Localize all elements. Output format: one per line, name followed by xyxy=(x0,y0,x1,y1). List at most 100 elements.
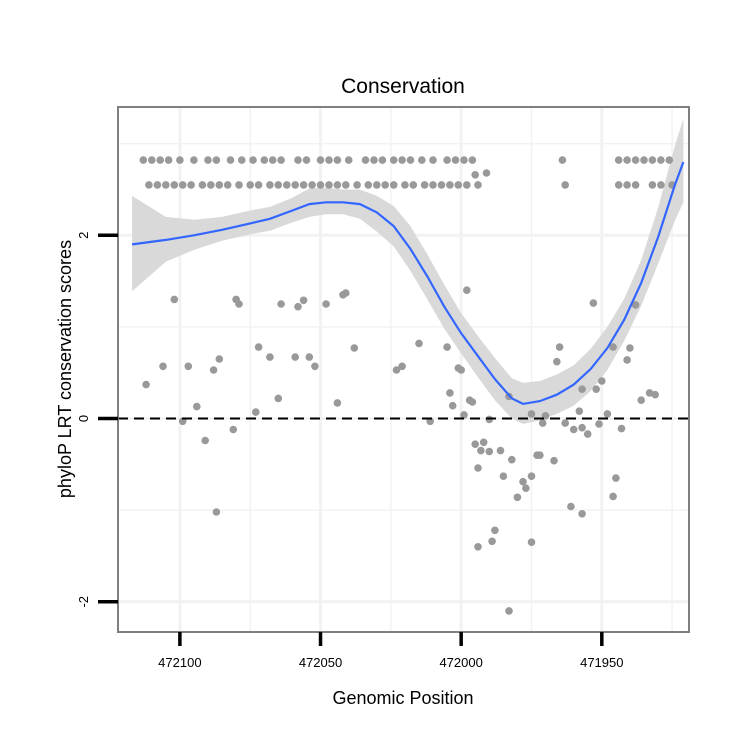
data-point xyxy=(488,537,496,546)
data-point xyxy=(657,156,665,164)
data-point xyxy=(350,344,359,352)
data-point xyxy=(623,156,631,164)
data-point xyxy=(575,407,584,416)
smooth-curve xyxy=(131,161,685,406)
data-point xyxy=(249,156,257,164)
data-point xyxy=(443,156,451,164)
data-point xyxy=(316,181,325,189)
data-point xyxy=(389,156,398,164)
data-point xyxy=(626,344,634,352)
data-point xyxy=(164,156,173,164)
y-axis: -2 0 2 xyxy=(76,232,118,608)
data-point xyxy=(333,181,342,189)
data-point xyxy=(322,300,330,308)
data-point xyxy=(215,181,224,189)
data-point xyxy=(277,300,285,308)
data-point xyxy=(631,301,640,309)
data-point xyxy=(178,181,187,189)
data-point xyxy=(446,181,454,189)
data-point xyxy=(283,181,291,189)
data-point xyxy=(159,362,167,371)
data-point xyxy=(567,502,575,511)
data-point xyxy=(176,156,184,164)
data-point xyxy=(198,181,207,189)
data-point xyxy=(640,156,648,164)
data-point xyxy=(527,410,536,418)
x-tick-label: 472100 xyxy=(158,655,201,670)
data-point xyxy=(252,408,260,416)
data-point xyxy=(308,181,316,189)
data-point xyxy=(460,156,468,164)
data-point xyxy=(589,299,598,307)
data-point xyxy=(612,474,620,482)
data-point xyxy=(342,289,350,297)
data-point xyxy=(229,425,238,434)
data-point xyxy=(235,300,243,308)
data-point xyxy=(238,156,246,164)
y-tick-label: -2 xyxy=(76,596,91,608)
data-point xyxy=(443,343,451,351)
data-point xyxy=(266,353,274,361)
data-point xyxy=(209,366,218,374)
data-point xyxy=(277,156,285,164)
data-point xyxy=(609,492,617,501)
data-point xyxy=(496,446,505,455)
data-point xyxy=(527,472,536,481)
data-point xyxy=(381,181,390,189)
data-point xyxy=(457,366,466,374)
data-point xyxy=(398,362,406,371)
data-point xyxy=(617,424,626,433)
data-point xyxy=(491,526,499,535)
data-point xyxy=(555,343,564,351)
data-point xyxy=(648,181,657,189)
data-point xyxy=(468,398,477,406)
data-point xyxy=(207,181,215,189)
data-point xyxy=(474,464,482,472)
data-point xyxy=(398,156,406,164)
data-point xyxy=(187,181,195,189)
data-point xyxy=(522,484,530,493)
data-point xyxy=(592,385,600,394)
data-point xyxy=(429,181,437,189)
data-point xyxy=(333,399,342,407)
data-point xyxy=(260,156,269,164)
data-point xyxy=(479,438,488,447)
data-point xyxy=(561,419,569,427)
data-point xyxy=(142,380,150,389)
data-point xyxy=(657,181,665,189)
data-point xyxy=(519,477,527,486)
data-point xyxy=(325,181,333,189)
data-point xyxy=(302,156,311,164)
data-point xyxy=(311,362,319,371)
data-point xyxy=(392,366,401,374)
plot-frame xyxy=(117,106,690,633)
data-point xyxy=(468,156,477,164)
data-point xyxy=(614,181,623,189)
data-point xyxy=(353,181,361,189)
data-point xyxy=(474,181,482,189)
x-tick-label: 471950 xyxy=(580,655,623,670)
data-point xyxy=(415,339,423,348)
data-point xyxy=(401,181,409,189)
data-point xyxy=(370,156,378,164)
data-point xyxy=(153,181,162,189)
data-point xyxy=(454,181,463,189)
data-point xyxy=(294,302,302,311)
data-point xyxy=(637,396,645,405)
data-point xyxy=(446,389,454,397)
y-tick-label: 2 xyxy=(76,232,91,239)
data-point xyxy=(212,508,221,516)
data-point xyxy=(254,343,263,351)
data-point xyxy=(569,425,578,434)
data-point xyxy=(139,156,148,164)
data-point xyxy=(499,472,508,481)
data-point xyxy=(648,156,657,164)
data-point xyxy=(201,436,209,445)
data-point xyxy=(316,156,325,164)
data-point xyxy=(623,356,631,364)
x-axis: 472100 472050 472000 471950 xyxy=(158,632,623,670)
data-point xyxy=(223,181,232,189)
data-point xyxy=(665,156,674,164)
data-point xyxy=(623,181,631,189)
data-point xyxy=(325,156,333,164)
